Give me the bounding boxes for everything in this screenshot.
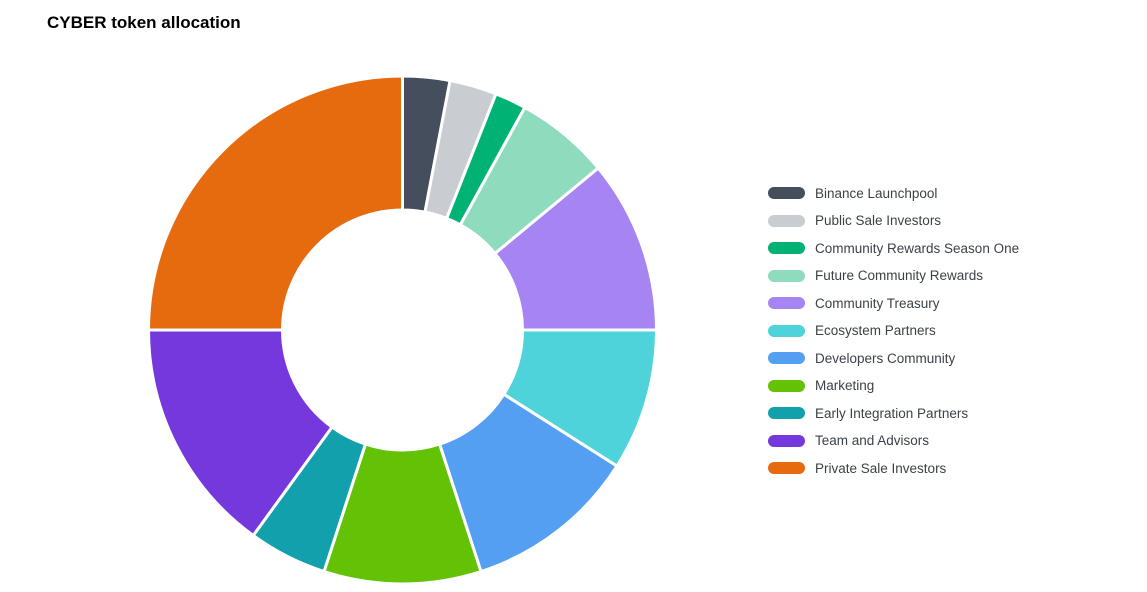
legend-item-private-sale-investors[interactable]: Private Sale Investors	[768, 459, 1019, 477]
legend-label: Marketing	[815, 378, 875, 393]
legend-label: Public Sale Investors	[815, 213, 942, 228]
legend-item-future-community-rewards[interactable]: Future Community Rewards	[768, 267, 1019, 285]
legend-marker	[768, 297, 805, 309]
legend-marker	[768, 242, 805, 254]
legend-item-community-treasury[interactable]: Community Treasury	[768, 294, 1019, 312]
legend-item-early-integration-partners[interactable]: Early Integration Partners	[768, 404, 1019, 422]
pie-slice-private-sale-investors[interactable]	[147, 74, 404, 332]
legend-label: Future Community Rewards	[815, 268, 984, 283]
legend-label: Ecosystem Partners	[815, 323, 936, 338]
legend-marker	[768, 352, 805, 364]
legend-item-developers-community[interactable]: Developers Community	[768, 349, 1019, 367]
legend-marker	[768, 407, 805, 419]
legend-marker	[768, 187, 805, 199]
pie-slice-team-and-advisors[interactable]	[147, 328, 334, 537]
legend-marker	[768, 379, 805, 392]
legend-item-ecosystem-partners[interactable]: Ecosystem Partners	[768, 322, 1019, 340]
legend-marker	[768, 214, 805, 227]
legend-item-community-rewards-season-one[interactable]: Community Rewards Season One	[768, 239, 1019, 257]
legend-item-binance-launchpool[interactable]: Binance Launchpool	[768, 184, 1019, 202]
legend-label: Community Rewards Season One	[815, 240, 1020, 256]
legend-marker	[768, 324, 805, 337]
legend-label: Community Treasury	[815, 295, 940, 311]
legend-item-public-sale-investors[interactable]: Public Sale Investors	[768, 212, 1019, 230]
legend-label: Early Integration Partners	[815, 405, 969, 421]
legend: Binance Launchpool Public Sale Investors C…	[768, 184, 1019, 477]
legend-label: Binance Launchpool	[815, 185, 938, 201]
legend-label: Developers Community	[815, 350, 956, 366]
chart-title: CYBER token allocation	[47, 13, 241, 32]
legend-marker	[768, 269, 805, 282]
legend-label: Private Sale Investors	[815, 460, 947, 476]
legend-marker	[768, 434, 805, 447]
legend-item-team-and-advisors[interactable]: Team and Advisors	[768, 432, 1019, 450]
donut-chart	[147, 74, 658, 586]
legend-marker	[768, 462, 805, 474]
legend-item-marketing[interactable]: Marketing	[768, 377, 1019, 395]
legend-label: Team and Advisors	[815, 433, 930, 448]
